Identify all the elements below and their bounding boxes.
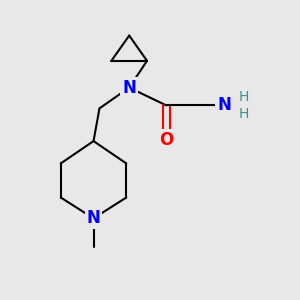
Text: H: H [238,89,249,103]
Text: N: N [87,209,100,227]
Text: N: N [122,79,136,97]
Text: H: H [238,107,249,121]
Text: O: O [159,130,173,148]
Text: N: N [218,96,231,114]
